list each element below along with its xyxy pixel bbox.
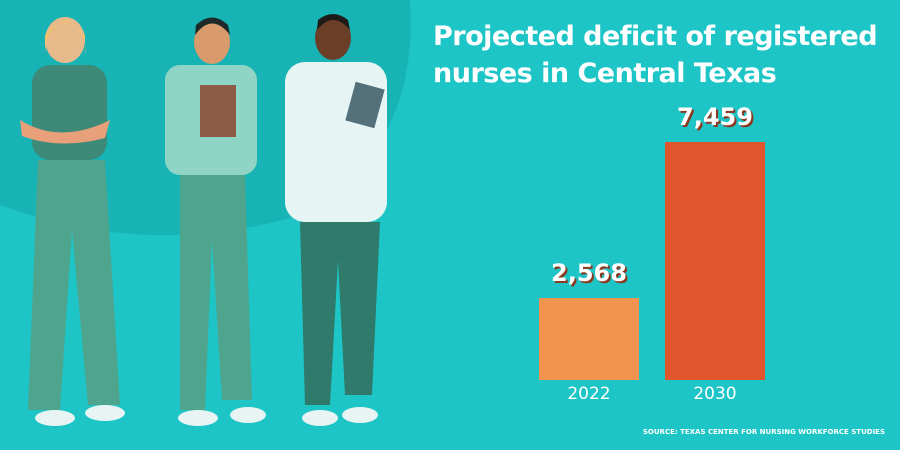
value-label: 7,459 [677, 103, 753, 131]
chart-title: Projected deficit of registered nurses i… [433, 21, 878, 89]
nurse-illustrations [20, 14, 387, 426]
value-label: 2,568 [551, 259, 627, 287]
x-tick-label: 2030 [693, 384, 736, 404]
source-note: SOURCE: TEXAS CENTER FOR NURSING WORKFOR… [643, 428, 885, 436]
bar [539, 298, 639, 380]
value-label-shadow: 2,568 [553, 261, 629, 289]
bar [665, 142, 765, 380]
value-label-shadow: 7,459 [679, 105, 755, 133]
x-tick-label: 2022 [567, 384, 610, 404]
